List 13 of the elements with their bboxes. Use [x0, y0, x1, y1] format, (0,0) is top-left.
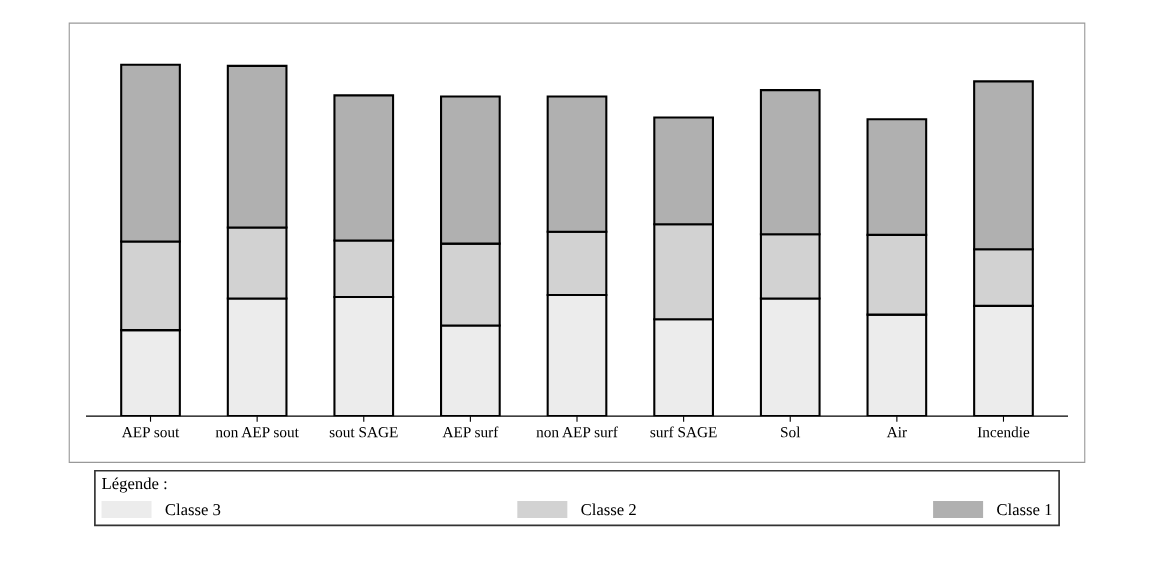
legend-label: Classe 2	[581, 503, 636, 516]
x-tick-label: AEP sout	[121, 427, 180, 438]
x-tick-label: non AEP sout	[215, 427, 299, 438]
legend-title: Légende :	[102, 477, 167, 493]
x-tick-label: sout SAGE	[329, 427, 398, 438]
x-tick-label: Sol	[781, 426, 801, 438]
legend-label: Classe 3	[165, 503, 221, 516]
x-tick-label: Incendie	[977, 426, 1030, 438]
x-tick-label: non AEP surf	[536, 426, 618, 438]
x-tick-label: Air	[886, 427, 907, 438]
x-tick-label: surf SAGE	[650, 426, 717, 438]
legend-label: Classe 1	[997, 503, 1052, 516]
x-tick-label: AEP surf	[442, 426, 499, 438]
